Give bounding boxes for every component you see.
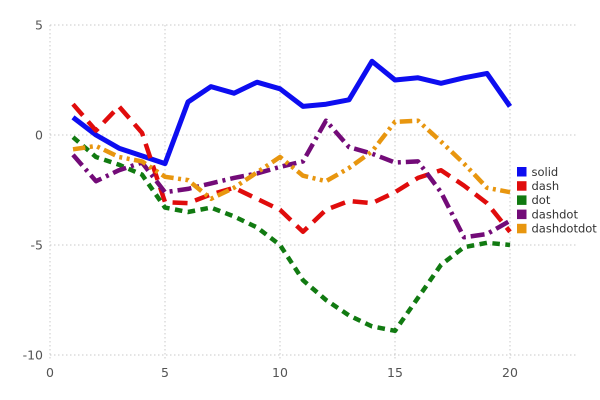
series-line-dash [71, 102, 512, 235]
y-tick-label: 0 [35, 128, 43, 143]
x-tick-label: 0 [46, 365, 54, 380]
series-line-dashdot [71, 118, 512, 240]
x-tick-label: 10 [272, 365, 288, 380]
legend-swatch-dash [517, 181, 527, 191]
x-tick-label: 15 [387, 365, 403, 380]
y-tick-label: -10 [23, 348, 43, 363]
y-tick-label: 5 [35, 18, 43, 33]
series-line-dashdotdot [72, 118, 511, 202]
x-tick-label: 5 [161, 365, 169, 380]
legend-swatch-dashdotdot [517, 223, 527, 234]
legend-swatch-dot [517, 195, 527, 205]
y-tick-label: -5 [31, 238, 43, 253]
legend-swatch-solid [517, 167, 527, 177]
legend-label-dashdotdot: dashdotdot [532, 222, 598, 236]
series-line-dot [71, 135, 511, 334]
legend-label-solid: solid [532, 165, 559, 179]
x-tick-label: 20 [502, 365, 518, 380]
legend-label-dash: dash [532, 179, 560, 193]
legend-label-dot: dot [532, 193, 551, 207]
legend-swatch-dashdot [517, 209, 527, 220]
series-line-solid [71, 58, 513, 167]
legend-label-dashdot: dashdot [532, 207, 579, 221]
